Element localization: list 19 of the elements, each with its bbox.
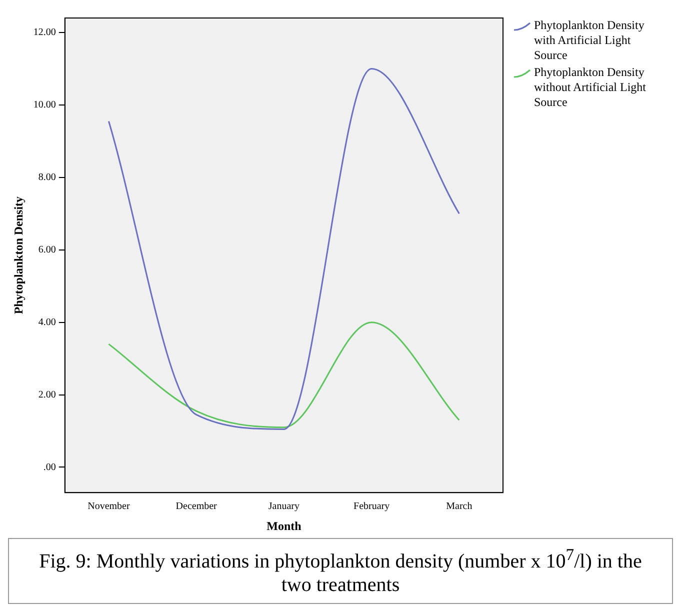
x-tick-label: January (268, 501, 300, 512)
y-tick-label: 2.00 (38, 389, 56, 400)
x-axis-title: Month (266, 518, 302, 533)
y-tick-label: 4.00 (38, 316, 56, 328)
y-tick-label: .00 (43, 462, 56, 473)
line-series (108, 68, 460, 430)
y-axis-title: Phytoplankton Density (11, 196, 26, 314)
line-series (108, 322, 460, 428)
legend-label: Phytoplankton Density without Artificial Light Source (534, 65, 647, 110)
y-tick-label: 10.00 (33, 100, 56, 111)
x-tick-label: March (446, 501, 472, 512)
x-tick-label: November (88, 501, 130, 512)
y-tick-label: 6.00 (38, 244, 56, 256)
y-tick-label: 12.00 (33, 27, 56, 38)
legend-label: Phytoplankton Density with Artificial Light Source (534, 18, 646, 63)
y-tick-label: 8.00 (38, 172, 56, 184)
x-tick-label: December (176, 501, 218, 512)
x-tick-label: February (354, 501, 390, 512)
text: Fig. 9: Monthly variations in phytoplankton density (number x 10$^{7}$/l) in the two treatments (39, 545, 642, 596)
